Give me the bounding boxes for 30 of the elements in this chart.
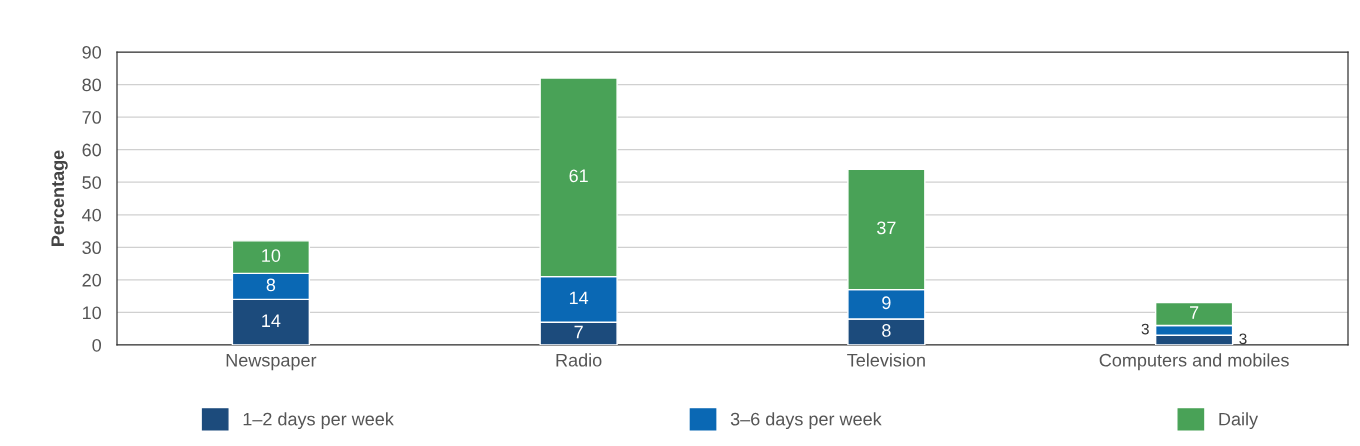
y-tick-label: 20 <box>82 273 102 287</box>
data-label: 9 <box>882 296 891 310</box>
data-label: 14 <box>569 291 589 305</box>
data-label: 8 <box>882 324 891 337</box>
data-label: 7 <box>574 325 583 339</box>
data-label: 3 <box>1141 323 1149 335</box>
x-tick-label: Computers and mobiles <box>1099 353 1289 371</box>
data-label: 14 <box>262 314 281 327</box>
data-label: 8 <box>266 278 276 292</box>
x-tick-label: Newspaper <box>226 354 317 371</box>
legend-label: 3–6 days per week <box>730 412 882 430</box>
y-tick-label: 50 <box>82 176 102 189</box>
x-tick-label: Television <box>847 353 925 367</box>
y-tick-label: 40 <box>82 208 102 222</box>
x-tick-label: Radio <box>556 353 602 367</box>
data-label: 37 <box>877 221 896 235</box>
y-tick-label: 90 <box>82 45 102 59</box>
data-label: 61 <box>569 169 588 183</box>
y-tick-label: 30 <box>82 241 102 255</box>
y-tick-label: 70 <box>82 111 102 124</box>
data-label: 7 <box>1190 306 1199 319</box>
y-tick-label: 60 <box>82 143 102 157</box>
legend-label: 1–2 days per week <box>243 412 394 430</box>
legend-label: Daily <box>1219 412 1259 430</box>
data-label: 10 <box>262 249 281 262</box>
data-label: 3 <box>1239 333 1247 345</box>
y-tick-label: 0 <box>92 338 102 352</box>
y-axis-title: Percentage <box>51 150 68 246</box>
y-tick-label: 10 <box>83 306 102 320</box>
y-tick-label: 80 <box>82 78 102 92</box>
